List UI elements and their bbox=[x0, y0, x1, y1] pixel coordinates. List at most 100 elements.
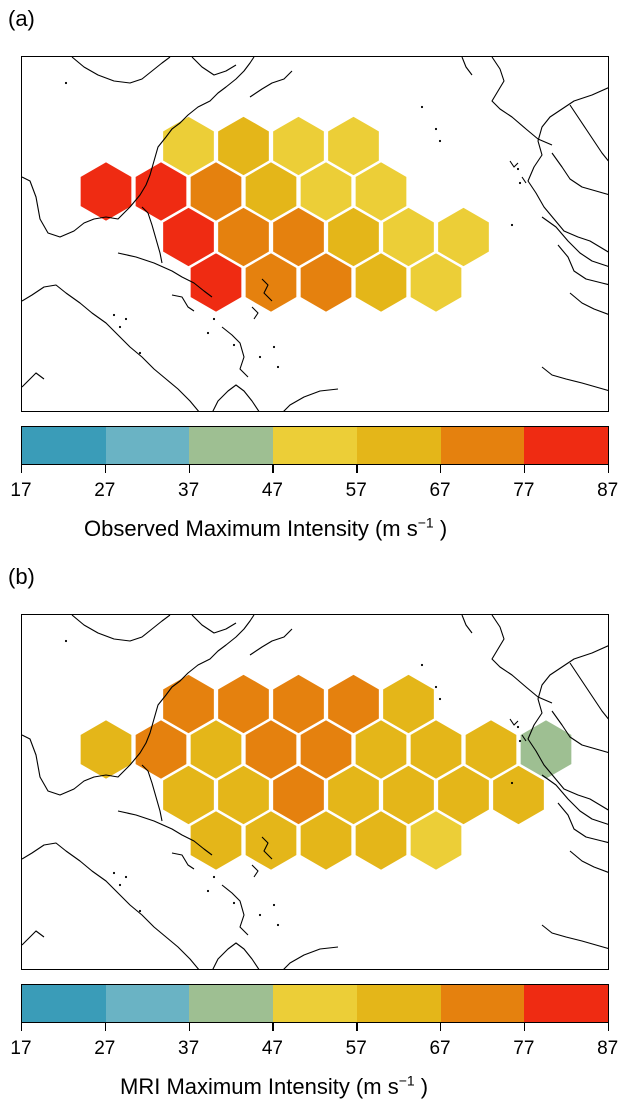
hex-grid bbox=[79, 673, 573, 872]
hex-cell bbox=[326, 764, 381, 826]
colorbar-tick-label: 77 bbox=[513, 480, 535, 501]
hex-cell bbox=[189, 809, 243, 872]
hex-cell bbox=[189, 718, 243, 781]
colorbar-tick bbox=[104, 1023, 107, 1031]
coastline bbox=[521, 176, 527, 184]
panel-b-title-exponent: −1 bbox=[398, 1072, 415, 1089]
island bbox=[420, 105, 424, 109]
hex-cell bbox=[216, 764, 271, 826]
coastline bbox=[22, 284, 200, 411]
hex-cell bbox=[381, 673, 436, 735]
panel-a-colorbar-title: Observed Maximum Intensity (m s−1 ) bbox=[84, 516, 447, 542]
island bbox=[518, 739, 522, 743]
island bbox=[124, 875, 128, 879]
hex-cell bbox=[464, 718, 518, 781]
coastline bbox=[551, 152, 608, 196]
coastline bbox=[551, 710, 608, 754]
coastline bbox=[22, 57, 255, 238]
colorbar-segment bbox=[440, 427, 525, 464]
coastline bbox=[221, 326, 249, 378]
colorbar-tick bbox=[607, 465, 609, 473]
colorbar-tick-label: 77 bbox=[513, 1038, 535, 1059]
island bbox=[138, 351, 142, 355]
colorbar-tick-label: 27 bbox=[94, 1038, 116, 1059]
hex-cell bbox=[161, 115, 216, 177]
coastline bbox=[251, 864, 259, 878]
island bbox=[138, 909, 142, 913]
hex-cell bbox=[354, 809, 408, 872]
island bbox=[124, 317, 128, 321]
hex-cell bbox=[299, 160, 353, 223]
coastline bbox=[249, 70, 293, 98]
colorbar-segment bbox=[22, 985, 106, 1022]
hex-cell bbox=[381, 206, 436, 268]
panel-b-title-text: MRI Maximum Intensity (m s bbox=[120, 1074, 399, 1099]
colorbar-tick bbox=[272, 1023, 274, 1031]
colorbar-tick-label: 47 bbox=[261, 1038, 284, 1059]
panel-b-colorbar bbox=[21, 984, 609, 1023]
coastline bbox=[569, 292, 608, 315]
island bbox=[64, 81, 68, 85]
hex-grid bbox=[79, 115, 491, 314]
colorbar-tick-label: 37 bbox=[178, 480, 200, 501]
hex-cell bbox=[189, 160, 243, 223]
colorbar-tick-label: 57 bbox=[345, 1038, 367, 1059]
island bbox=[112, 313, 116, 317]
coastline bbox=[461, 57, 473, 76]
island bbox=[112, 871, 116, 875]
colorbar-tick-label: 17 bbox=[10, 1038, 32, 1059]
colorbar-tick-label: 27 bbox=[94, 480, 116, 501]
island bbox=[516, 167, 520, 171]
coastlines bbox=[22, 615, 608, 969]
hex-cell bbox=[354, 251, 408, 314]
coastline bbox=[117, 810, 213, 856]
coastline bbox=[461, 615, 473, 634]
colorbar-tick bbox=[523, 465, 526, 473]
panel-b-map-svg bbox=[22, 615, 608, 969]
hex-cell bbox=[436, 764, 491, 826]
coastline bbox=[541, 216, 608, 267]
hex-cell bbox=[271, 673, 326, 735]
colorbar-segment bbox=[105, 985, 190, 1022]
hex-cell bbox=[79, 160, 133, 223]
hex-cell bbox=[326, 673, 381, 735]
coastline bbox=[569, 104, 608, 162]
coastline bbox=[141, 764, 163, 822]
island bbox=[212, 875, 216, 879]
colorbar-tick bbox=[188, 1023, 190, 1031]
hex-cell bbox=[354, 718, 408, 781]
hex-cell bbox=[409, 718, 463, 781]
coastline bbox=[71, 57, 171, 84]
coastline bbox=[557, 244, 608, 286]
colorbar-segment bbox=[189, 427, 274, 464]
island bbox=[232, 343, 236, 347]
panel-b-label: (b) bbox=[8, 564, 35, 589]
island bbox=[212, 317, 216, 321]
colorbar-tick bbox=[21, 465, 23, 473]
island bbox=[420, 663, 424, 667]
coastline bbox=[491, 57, 553, 146]
panel-a-title-exponent: −1 bbox=[417, 514, 434, 531]
hex-cell bbox=[271, 764, 326, 826]
coastline bbox=[509, 718, 519, 726]
coastline bbox=[141, 206, 163, 264]
island bbox=[258, 355, 262, 359]
hex-cell bbox=[299, 251, 353, 314]
island bbox=[434, 685, 438, 689]
colorbar-segment bbox=[356, 985, 441, 1022]
coastline bbox=[261, 836, 273, 860]
panel-b-colorbar-ticks bbox=[21, 1023, 609, 1031]
coastline bbox=[569, 662, 608, 720]
hex-cell bbox=[161, 764, 216, 826]
colorbar-tick bbox=[607, 1023, 609, 1031]
colorbar-tick bbox=[104, 465, 107, 473]
island bbox=[276, 923, 280, 927]
hex-cell bbox=[244, 251, 298, 314]
colorbar-segment bbox=[356, 427, 441, 464]
island bbox=[118, 883, 122, 887]
island bbox=[206, 331, 210, 335]
colorbar-segment bbox=[105, 427, 190, 464]
colorbar-tick bbox=[523, 1023, 526, 1031]
island bbox=[434, 127, 438, 131]
colorbar-segment bbox=[440, 985, 525, 1022]
